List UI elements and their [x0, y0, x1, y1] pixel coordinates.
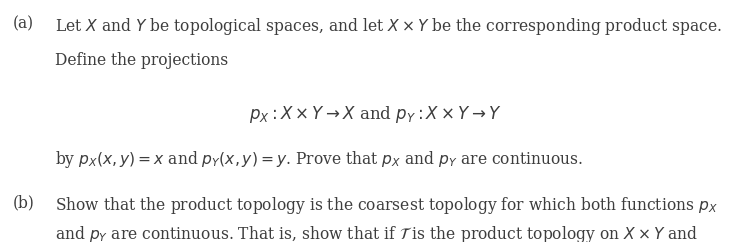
Text: and $p_Y$ are continuous. That is, show that if $\mathcal{T}$ is the product top: and $p_Y$ are continuous. That is, show … [55, 224, 698, 242]
Text: $p_X : X \times Y \rightarrow X$ and $p_Y : X \times Y \rightarrow Y$: $p_X : X \times Y \rightarrow X$ and $p_… [249, 104, 501, 125]
Text: Show that the product topology is the coarsest topology for which both functions: Show that the product topology is the co… [55, 195, 718, 216]
Text: Define the projections: Define the projections [55, 52, 228, 69]
Text: (b): (b) [13, 195, 34, 212]
Text: (a): (a) [13, 16, 34, 33]
Text: by $p_X(x, y) = x$ and $p_Y(x, y) = y$. Prove that $p_X$ and $p_Y$ are continuou: by $p_X(x, y) = x$ and $p_Y(x, y) = y$. … [55, 149, 583, 170]
Text: Let $X$ and $Y$ be topological spaces, and let $X \times Y$ be the corresponding: Let $X$ and $Y$ be topological spaces, a… [55, 16, 722, 37]
